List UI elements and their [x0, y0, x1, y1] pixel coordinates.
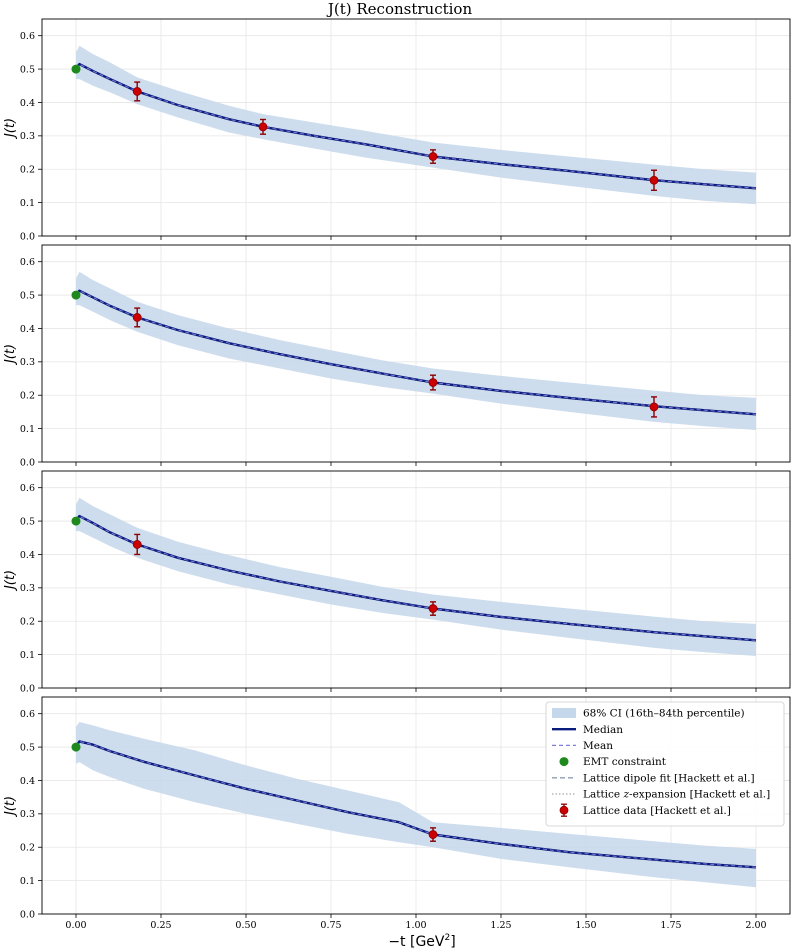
lattice-point: [428, 601, 438, 616]
emt-point: [71, 64, 81, 74]
legend: 68% CI (16th–84th percentile) Median Mean E…: [545, 701, 785, 827]
y-tick-label: 0.5: [20, 290, 35, 301]
y-tick-label: 0.2: [20, 391, 35, 402]
ci-band: [76, 497, 756, 656]
lattice-marker: [428, 604, 438, 613]
panel-2: 0.0 0.1 0.2 0.3 0.4 0.5 0.6 J(t): [3, 244, 791, 468]
legend-label-part: z: [622, 789, 629, 801]
panel-3: 0.0 0.1 0.2 0.3 0.4 0.5 0.6 J(t): [3, 470, 791, 694]
y-tick-label: 0.5: [20, 64, 35, 75]
emt-point: [71, 290, 81, 300]
y-tick-label: 0.3: [20, 809, 35, 820]
y-tick-label: 0.4: [20, 324, 35, 335]
ci-band: [76, 722, 756, 888]
lattice-marker: [649, 175, 659, 185]
legend-label-part: -expansion [Hackett et al.]: [629, 789, 770, 801]
lattice-marker: [428, 378, 438, 387]
y-tick-label: 0.5: [20, 742, 35, 753]
legend-label-part: Lattice: [583, 789, 623, 801]
legend-box: [545, 701, 785, 827]
y-tick-label: 0.4: [20, 550, 35, 561]
legend-swatch-emt: [559, 757, 569, 767]
y-axis-label: J(t): [3, 796, 18, 818]
lattice-point: [132, 533, 142, 556]
mean-line: [75, 290, 757, 415]
legend-label-zexp: Lattice z-expansion [Hackett et al.]: [583, 789, 770, 801]
y-axis-label: J(t): [3, 344, 18, 366]
y-tick-label: 0.3: [20, 357, 35, 368]
panel-4: 0.0 0.1 0.2 0.3 0.4 0.5 0.6 0.00 0.25 0.50 0.75 1.0…: [3, 696, 791, 931]
lattice-point: [428, 149, 438, 164]
y-tick-label: 0.0: [20, 683, 35, 694]
y-tick-label: 0.6: [20, 257, 35, 268]
legend-label-median: Median: [583, 724, 623, 736]
figure-title: J(t) Reconstruction: [326, 0, 473, 18]
y-tick-label: 0.3: [20, 131, 35, 142]
y-tick-label: 0.2: [20, 843, 35, 854]
y-axis-label: J(t): [3, 118, 18, 140]
legend-label-mean: Mean: [583, 740, 613, 752]
y-tick-label: 0.6: [20, 31, 35, 42]
mean-line: [75, 740, 757, 868]
y-tick-label: 0.5: [20, 516, 35, 527]
emt-point: [71, 516, 81, 526]
lattice-point: [428, 827, 438, 842]
legend-label-band: 68% CI (16th–84th percentile): [583, 708, 745, 720]
lattice-marker: [428, 152, 438, 161]
x-tick-label: 1.75: [660, 920, 681, 931]
x-axis-label-sup: 2: [444, 933, 450, 943]
legend-label-emt: EMT constraint: [583, 756, 667, 768]
x-tick-label: 0.50: [235, 920, 256, 931]
x-axis-label: −t [GeV2]: [388, 933, 455, 950]
lattice-marker: [132, 540, 142, 549]
x-tick-label: 2.00: [745, 920, 766, 931]
lattice-marker: [428, 830, 438, 839]
y-tick-label: 0.0: [20, 457, 35, 468]
lattice-point: [132, 307, 142, 328]
panels: 0.0 0.1 0.2 0.3 0.4 0.5 0.6 J(t) 0.0 0.1 0.2 0.3 0.4…: [3, 18, 791, 931]
x-tick-label: 1.50: [575, 920, 596, 931]
y-tick-label: 0.1: [20, 650, 35, 661]
lattice-point: [132, 81, 142, 102]
lattice-marker: [132, 313, 142, 322]
ci-band: [76, 271, 756, 430]
legend-label-dipole: Lattice dipole fit [Hackett et al.]: [583, 772, 755, 784]
y-tick-label: 0.2: [20, 165, 35, 176]
y-axis-label: J(t): [3, 570, 18, 592]
panel-1: 0.0 0.1 0.2 0.3 0.4 0.5 0.6 J(t): [3, 18, 791, 242]
y-tick-label: 0.4: [20, 98, 35, 109]
legend-label-lattice: Lattice data [Hackett et al.]: [583, 805, 731, 817]
x-tick-label: 1.00: [405, 920, 426, 931]
mean-line: [75, 515, 757, 641]
x-axis-label-main: −t [GeV: [388, 934, 445, 950]
lattice-point: [428, 374, 438, 391]
lattice-marker: [649, 402, 659, 412]
ci-band: [76, 45, 756, 205]
y-tick-label: 0.0: [20, 231, 35, 242]
lattice-marker: [132, 87, 142, 96]
y-tick-label: 0.1: [20, 424, 35, 435]
legend-swatch-lattice: [559, 805, 569, 815]
emt-point: [71, 742, 81, 752]
x-tick-label: 0.00: [65, 920, 86, 931]
y-tick-label: 0.0: [20, 909, 35, 920]
y-tick-label: 0.6: [20, 483, 35, 494]
y-tick-label: 0.1: [20, 198, 35, 209]
lattice-point: [649, 396, 659, 418]
y-tick-label: 0.2: [20, 617, 35, 628]
legend-swatch-band: [552, 708, 576, 718]
lattice-marker: [258, 122, 268, 132]
x-tick-label: 1.25: [490, 920, 511, 931]
y-tick-label: 0.3: [20, 583, 35, 594]
y-tick-label: 0.1: [20, 876, 35, 887]
x-axis-label-end: ]: [450, 934, 455, 950]
mean-line: [75, 63, 757, 189]
y-tick-label: 0.4: [20, 776, 35, 787]
x-tick-label: 0.25: [150, 920, 171, 931]
lattice-point: [258, 118, 268, 135]
lattice-point: [649, 169, 659, 191]
y-tick-label: 0.6: [20, 709, 35, 720]
x-tick-label: 0.75: [320, 920, 341, 931]
